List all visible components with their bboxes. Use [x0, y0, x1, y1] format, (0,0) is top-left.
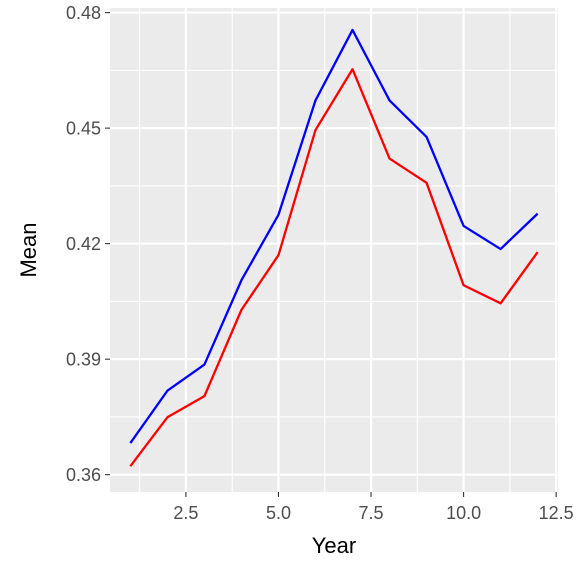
y-tick-label: 0.48: [66, 3, 101, 23]
series-line-1: [129, 28, 539, 444]
x-tick-label: 5.0: [266, 503, 291, 523]
y-tick-label: 0.45: [66, 119, 101, 139]
y-tick-label: 0.36: [66, 465, 101, 485]
series-line-2: [129, 68, 539, 467]
y-axis: 0.36 0.39 0.42 0.45 0.48: [66, 3, 110, 485]
series-lines: [129, 28, 539, 467]
minor-gridlines: [110, 8, 558, 492]
y-tick-label: 0.42: [66, 234, 101, 254]
y-tick-label: 0.39: [66, 350, 101, 370]
x-tick-label: 7.5: [359, 503, 384, 523]
x-axis: 2.5 5.0 7.5 10.0 12.5: [173, 492, 574, 523]
x-tick-label: 2.5: [173, 503, 198, 523]
x-axis-title: Year: [312, 533, 356, 558]
x-tick-label: 10.0: [446, 503, 481, 523]
plot-panel: [110, 8, 558, 492]
x-tick-label: 12.5: [539, 503, 574, 523]
y-axis-title: Mean: [16, 222, 41, 277]
major-gridlines: [110, 8, 558, 492]
